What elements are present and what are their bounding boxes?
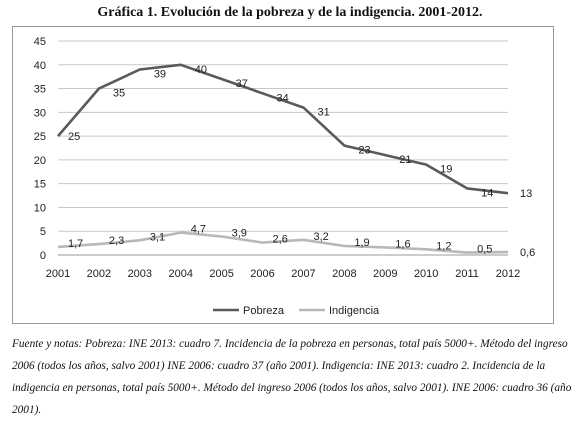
chart-title: Gráfica 1. Evolución de la pobreza y de … (97, 5, 483, 20)
data-label-pobreza: 23 (358, 145, 370, 157)
chart-frame (12, 26, 554, 324)
data-label-pobreza: 40 (195, 64, 207, 76)
y-tick-label: 20 (34, 155, 46, 167)
x-tick-label: 2006 (250, 268, 274, 280)
y-tick-label: 10 (34, 202, 46, 214)
data-label-pobreza: 31 (317, 107, 329, 119)
x-tick-label: 2012 (496, 268, 520, 280)
data-label-pobreza: 25 (68, 131, 80, 143)
data-label-pobreza: 19 (440, 164, 452, 176)
y-tick-label: 25 (34, 131, 46, 143)
y-tick-label: 45 (34, 36, 46, 48)
x-tick-label: 2010 (414, 268, 438, 280)
data-label-indigencia: 1,6 (395, 238, 410, 250)
x-tick-label: 2011 (455, 268, 479, 280)
data-label-pobreza: 21 (399, 154, 411, 166)
series-line-pobreza (57, 63, 509, 195)
y-tick-label: 15 (34, 179, 46, 191)
data-label-indigencia: 0,6 (520, 247, 535, 259)
data-label-indigencia: 2,6 (273, 234, 288, 246)
y-tick-label: 40 (34, 60, 46, 72)
data-label-indigencia: 4,7 (191, 224, 206, 236)
legend-label-indigencia: Indigencia (329, 305, 380, 317)
source-note: Fuente y notas: Pobreza: INE 2013: cuadr… (12, 338, 572, 416)
data-label-indigencia: 0,5 (477, 244, 492, 256)
x-tick-label: 2003 (128, 268, 152, 280)
data-label-indigencia: 1,7 (68, 238, 83, 250)
data-label-indigencia: 3,2 (313, 231, 328, 243)
y-tick-label: 35 (34, 84, 46, 96)
data-label-pobreza: 39 (154, 69, 166, 81)
data-label-pobreza: 14 (481, 187, 493, 199)
data-label-pobreza: 35 (113, 88, 125, 100)
x-tick-label: 2002 (87, 268, 111, 280)
data-label-indigencia: 1,9 (354, 237, 369, 249)
y-tick-label: 5 (40, 226, 46, 238)
legend-label-pobreza: Pobreza (243, 305, 285, 317)
data-label-pobreza: 37 (236, 78, 248, 90)
x-tick-label: 2007 (291, 268, 315, 280)
x-tick-labels: 2001 2002 2003 2004 2005 2006 2007 2008 2009 2010… (46, 268, 520, 280)
y-tick-labels: 0 5 10 15 20 25 30 35 40 45 (34, 36, 46, 262)
data-label-indigencia: 3,9 (232, 227, 247, 239)
series-lines (57, 63, 509, 254)
x-tick-label: 2005 (209, 268, 233, 280)
data-label-indigencia: 2,3 (109, 235, 124, 247)
series-line-indigencia (57, 231, 509, 254)
x-tick-label: 2001 (46, 268, 70, 280)
data-label-pobreza: 13 (520, 188, 532, 200)
data-label-indigencia: 3,1 (150, 231, 165, 243)
gridlines (58, 40, 508, 256)
x-tick-label: 2009 (373, 268, 397, 280)
data-label-indigencia: 1,2 (436, 240, 451, 252)
x-tick-label: 2008 (332, 268, 356, 280)
data-label-pobreza: 34 (277, 92, 289, 104)
data-labels: 25 35 39 40 37 34 31 23 21 19 14 13 1,7 2,3 3,1 4,7 3,9 2… (68, 64, 535, 259)
legend: Pobreza Indigencia (213, 305, 380, 317)
y-tick-label: 0 (40, 250, 46, 262)
x-tick-label: 2004 (168, 268, 192, 280)
y-tick-label: 30 (34, 107, 46, 119)
